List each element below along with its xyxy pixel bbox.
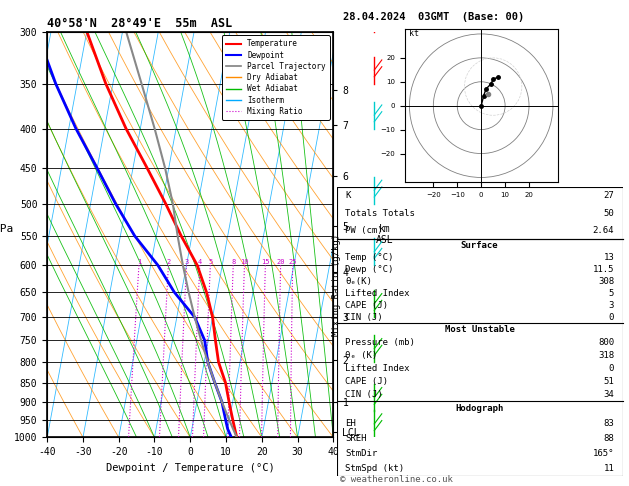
- Text: 1: 1: [137, 259, 141, 265]
- Text: StmSpd (kt): StmSpd (kt): [345, 464, 404, 473]
- Text: 2: 2: [166, 259, 170, 265]
- X-axis label: Dewpoint / Temperature (°C): Dewpoint / Temperature (°C): [106, 463, 275, 473]
- Text: 2.64: 2.64: [593, 226, 614, 235]
- Text: 20: 20: [276, 259, 285, 265]
- Text: SREH: SREH: [345, 434, 367, 443]
- Text: Most Unstable: Most Unstable: [445, 325, 515, 334]
- Text: 83: 83: [603, 419, 614, 428]
- Text: 0: 0: [609, 364, 614, 373]
- Text: Pressure (mb): Pressure (mb): [345, 338, 415, 347]
- Text: Temp (°C): Temp (°C): [345, 253, 394, 261]
- Text: Lifted Index: Lifted Index: [345, 289, 409, 297]
- Legend: Temperature, Dewpoint, Parcel Trajectory, Dry Adiabat, Wet Adiabat, Isotherm, Mi: Temperature, Dewpoint, Parcel Trajectory…: [222, 35, 330, 120]
- Text: 10: 10: [240, 259, 248, 265]
- Text: CAPE (J): CAPE (J): [345, 300, 388, 310]
- Text: Mixing Ratio (g/kg): Mixing Ratio (g/kg): [332, 234, 341, 336]
- Text: StmDir: StmDir: [345, 449, 377, 458]
- Text: EH: EH: [345, 419, 356, 428]
- Text: 800: 800: [598, 338, 614, 347]
- Text: 28.04.2024  03GMT  (Base: 00): 28.04.2024 03GMT (Base: 00): [343, 12, 524, 22]
- Text: © weatheronline.co.uk: © weatheronline.co.uk: [340, 474, 452, 484]
- Text: CIN (J): CIN (J): [345, 312, 382, 322]
- Text: 50: 50: [603, 208, 614, 218]
- Text: 3: 3: [184, 259, 189, 265]
- Text: PW (cm): PW (cm): [345, 226, 382, 235]
- Text: 25: 25: [289, 259, 297, 265]
- Text: 5: 5: [208, 259, 213, 265]
- Text: Dewp (°C): Dewp (°C): [345, 264, 394, 274]
- Text: 165°: 165°: [593, 449, 614, 458]
- Text: 15: 15: [261, 259, 270, 265]
- Text: 308: 308: [598, 277, 614, 286]
- Text: Totals Totals: Totals Totals: [345, 208, 415, 218]
- Text: 13: 13: [603, 253, 614, 261]
- Text: 88: 88: [603, 434, 614, 443]
- Text: 40°58'N  28°49'E  55m  ASL: 40°58'N 28°49'E 55m ASL: [47, 17, 233, 31]
- Text: 27: 27: [603, 191, 614, 200]
- Text: CAPE (J): CAPE (J): [345, 377, 388, 386]
- Text: 11.5: 11.5: [593, 264, 614, 274]
- Text: 3: 3: [609, 300, 614, 310]
- Text: Lifted Index: Lifted Index: [345, 364, 409, 373]
- Y-axis label: km
ASL: km ASL: [376, 224, 394, 245]
- Text: 8: 8: [231, 259, 235, 265]
- Text: CIN (J): CIN (J): [345, 390, 382, 399]
- Text: Hodograph: Hodograph: [455, 404, 504, 413]
- Text: 318: 318: [598, 351, 614, 360]
- Text: Surface: Surface: [461, 241, 498, 250]
- Text: 11: 11: [603, 464, 614, 473]
- Text: 4: 4: [198, 259, 202, 265]
- Y-axis label: hPa: hPa: [0, 225, 13, 235]
- Text: 34: 34: [603, 390, 614, 399]
- Text: 0: 0: [609, 312, 614, 322]
- Text: 5: 5: [609, 289, 614, 297]
- Text: kt: kt: [409, 29, 420, 38]
- Text: θₑ (K): θₑ (K): [345, 351, 377, 360]
- Text: θₑ(K): θₑ(K): [345, 277, 372, 286]
- Text: K: K: [345, 191, 350, 200]
- Text: 51: 51: [603, 377, 614, 386]
